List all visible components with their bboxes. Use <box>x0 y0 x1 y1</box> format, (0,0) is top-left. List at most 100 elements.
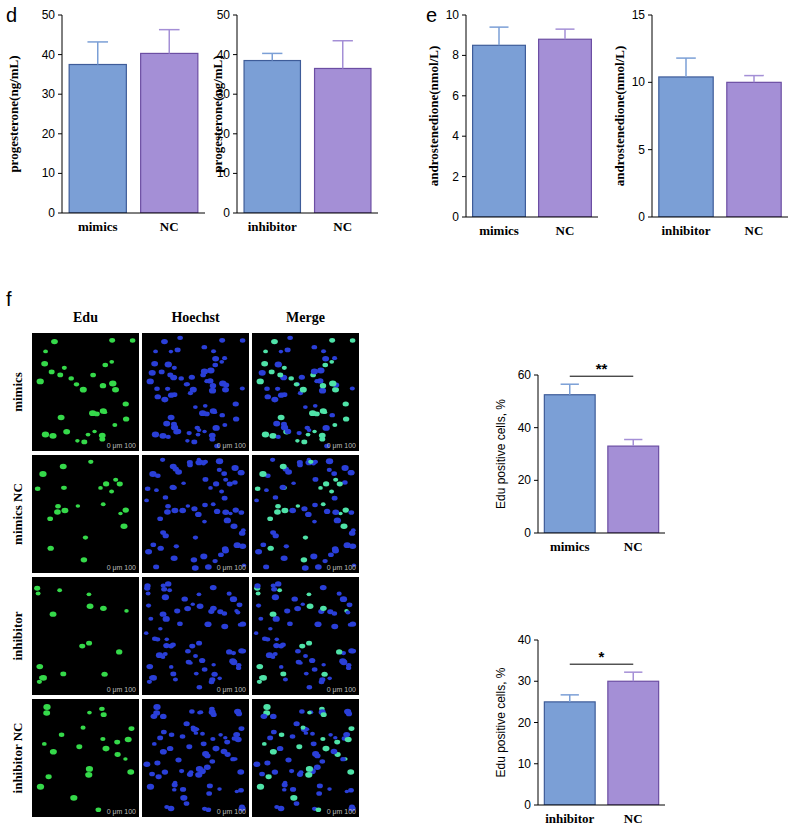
nucleus <box>163 495 168 499</box>
y-tick-label: 40 <box>518 421 532 435</box>
nucleus <box>210 759 216 763</box>
image-tile: 0 μm 100 <box>252 455 359 573</box>
nucleus <box>147 784 154 790</box>
error-line <box>685 58 687 77</box>
nucleus <box>86 433 91 437</box>
nucleus <box>272 769 278 774</box>
nucleus <box>150 675 157 681</box>
nucleus <box>308 460 313 464</box>
nucleus <box>197 711 202 715</box>
nucleus <box>171 508 178 514</box>
nucleus <box>310 554 317 560</box>
nucleus <box>233 402 239 407</box>
y-tick-label: 15 <box>632 8 646 22</box>
nucleus <box>69 376 74 380</box>
nucleus <box>331 624 338 630</box>
nucleus <box>320 606 327 611</box>
y-tick-label: 4 <box>452 129 459 143</box>
nucleus <box>181 596 188 601</box>
nucleus <box>43 710 50 716</box>
error-line <box>633 440 635 447</box>
nucleus <box>35 486 41 490</box>
nucleus <box>165 504 171 508</box>
nucleus <box>307 685 313 689</box>
scale-bar: 0 μm 100 <box>107 564 136 572</box>
y-tick-label: 0 <box>223 206 230 220</box>
scale-bar: 0 μm 100 <box>217 686 246 694</box>
nucleus <box>291 596 298 601</box>
nucleus <box>151 361 158 366</box>
nucleus <box>350 338 356 342</box>
nucleus <box>211 672 217 677</box>
nucleus <box>264 488 269 492</box>
nucleus <box>302 565 309 570</box>
nucleus <box>280 485 287 490</box>
nucleus <box>332 548 339 554</box>
nucleus <box>238 510 244 515</box>
error-line <box>97 42 99 65</box>
nucleus <box>204 765 211 770</box>
nucleus <box>37 784 44 790</box>
nucleus <box>299 644 305 649</box>
nucleus <box>275 504 281 508</box>
nucleus <box>171 392 177 397</box>
row-header: inhibitor NC <box>10 723 25 794</box>
nucleus <box>313 404 318 408</box>
y-tick <box>233 213 237 214</box>
marks <box>473 27 592 217</box>
nucleus <box>109 338 115 343</box>
nucleus <box>317 783 323 788</box>
nucleus <box>177 621 183 626</box>
nucleus <box>92 430 96 434</box>
tile-bg <box>32 577 139 695</box>
nucleus <box>201 741 207 746</box>
y-tick-label: 8 <box>452 48 459 62</box>
nucleus <box>165 362 172 368</box>
error-cap <box>555 28 574 30</box>
nucleus <box>309 658 315 663</box>
nucleus <box>269 370 275 375</box>
nucleus <box>102 363 108 367</box>
nucleus <box>279 350 283 354</box>
x-tick-label: inhibitor <box>545 811 594 826</box>
nucleus <box>96 807 102 812</box>
nucleus <box>238 470 245 475</box>
nucleus <box>267 736 273 741</box>
nucleus <box>274 509 281 514</box>
nucleus <box>197 604 204 609</box>
nucleus <box>297 772 303 777</box>
image-tile: 0 μm 100 <box>252 333 359 451</box>
nucleus <box>264 760 270 765</box>
nucleus <box>223 736 227 740</box>
nucleus <box>152 742 157 746</box>
nucleus <box>290 787 296 792</box>
nucleus <box>345 737 352 743</box>
y-tick-label: 40 <box>518 633 532 647</box>
x-tick-label: NC <box>745 223 764 238</box>
y-tick-label: 30 <box>518 674 532 688</box>
nucleus <box>145 549 152 555</box>
nucleus <box>189 375 195 380</box>
nucleus <box>88 460 93 464</box>
nucleus <box>311 369 318 375</box>
nucleus <box>89 410 96 416</box>
y-tick <box>462 95 466 96</box>
nucleus <box>203 477 209 482</box>
y-axis-title: Edu positive cells, % <box>494 399 508 509</box>
nucleus <box>231 523 238 529</box>
y-axis <box>466 15 467 217</box>
marks <box>544 384 658 533</box>
nucleus <box>47 516 53 521</box>
y-axis-title: androstenedione(nmol/L) <box>612 46 627 187</box>
y-tick-label: 10 <box>518 757 532 771</box>
nucleus <box>160 530 166 535</box>
nucleus <box>191 557 198 562</box>
nucleus <box>179 769 184 773</box>
nucleus <box>188 661 192 665</box>
y-tick <box>58 54 62 55</box>
nucleus <box>294 382 299 386</box>
nucleus <box>320 737 325 741</box>
nucleus <box>263 704 270 710</box>
nucleus <box>297 460 303 465</box>
scale-bar: 0 μm 100 <box>327 808 356 816</box>
